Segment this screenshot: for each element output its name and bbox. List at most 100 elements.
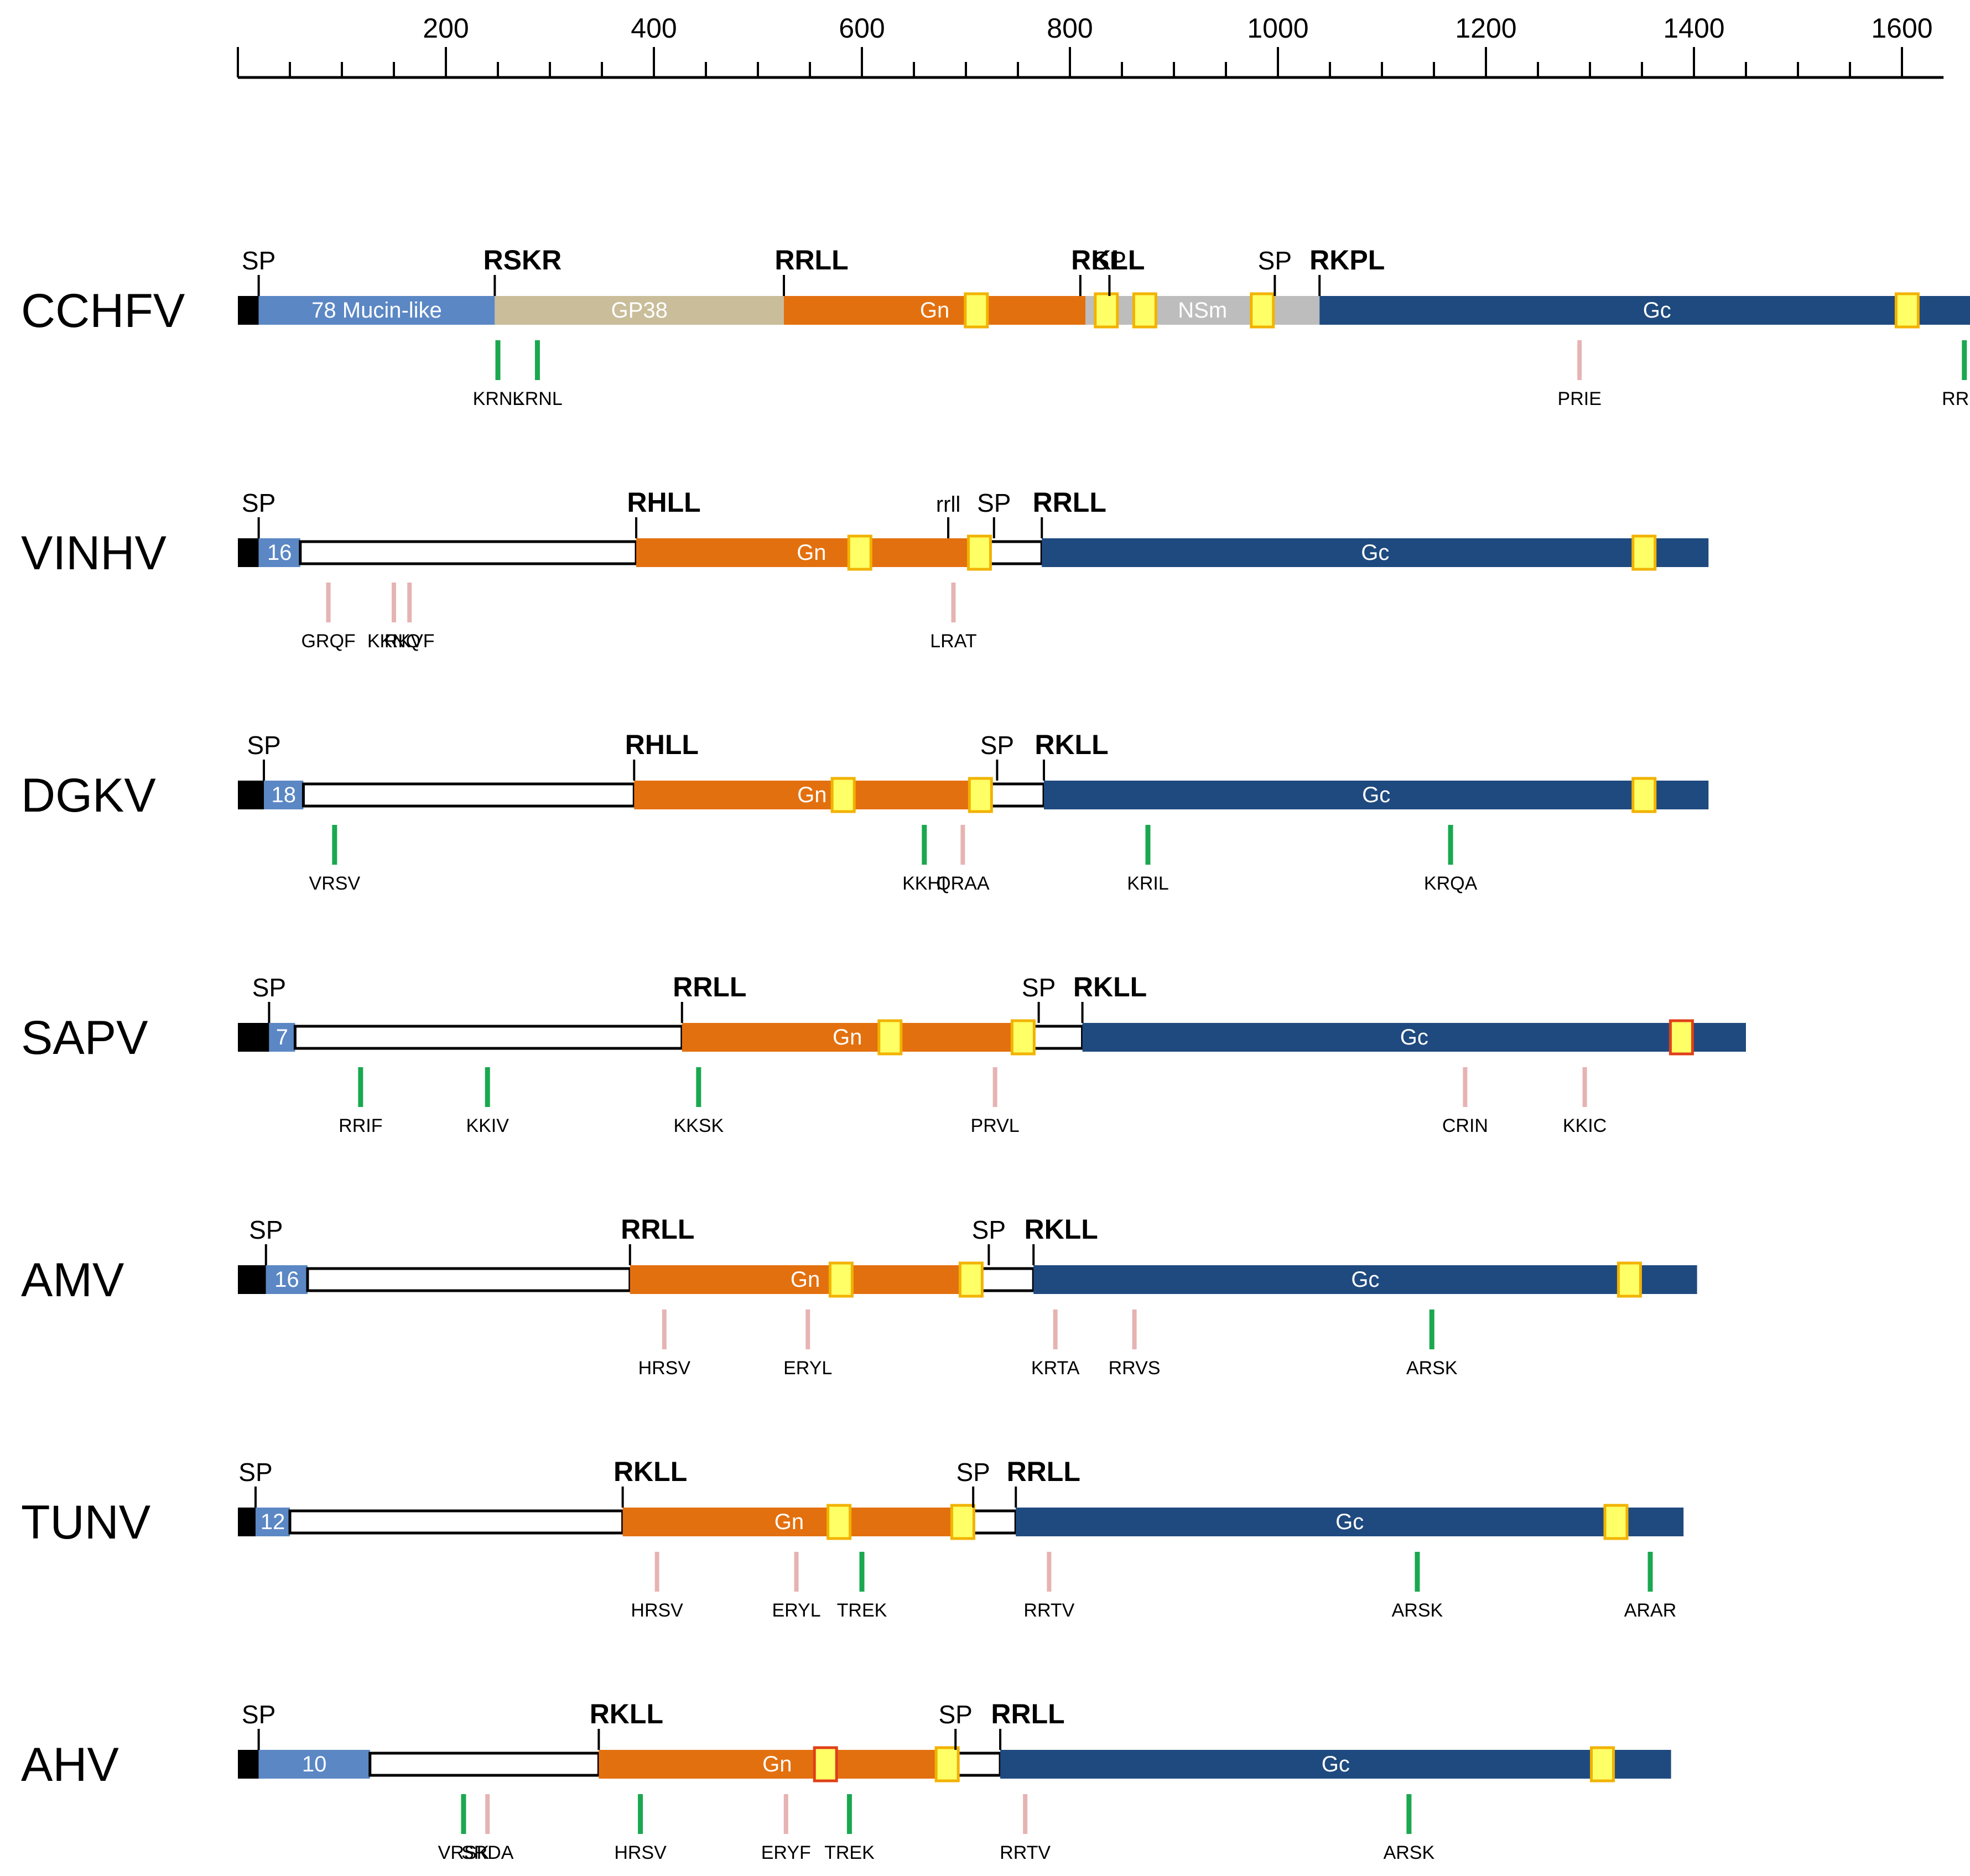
ruler-tick-label: 600 — [839, 13, 885, 44]
segment-box — [636, 538, 987, 567]
cleavage-site-label: SP — [956, 1458, 990, 1487]
cleavage-site-label: RRLL — [1033, 487, 1106, 518]
transmembrane-domain — [813, 1746, 838, 1783]
segment-empty — [368, 1752, 600, 1777]
transmembrane-domain — [966, 534, 992, 571]
transmembrane-domain — [1616, 1261, 1642, 1298]
segment-mucin: 16 — [258, 538, 300, 567]
cleavage-site-label: RKLL — [614, 1456, 687, 1487]
motif-label: ERYL — [783, 1358, 832, 1379]
transmembrane-domain — [1250, 292, 1275, 329]
segment-gc: Gc — [1000, 1750, 1671, 1779]
segment-sp_block — [238, 538, 259, 567]
motif-label: PRIE — [1558, 388, 1602, 409]
motif-label: KKHI — [902, 873, 946, 894]
transmembrane-domain — [1668, 1019, 1694, 1056]
segment-label: Gn — [791, 1267, 820, 1292]
motif-label: QRAA — [936, 873, 990, 894]
segment-sp_block — [238, 1750, 259, 1779]
segment-box — [1042, 538, 1709, 567]
segment-box — [1319, 296, 1970, 325]
transmembrane-domain — [1590, 1746, 1615, 1783]
transmembrane-domain — [1631, 777, 1657, 813]
segment-empty — [306, 1267, 632, 1292]
motif-label: VRSV — [309, 873, 361, 894]
segment-box — [238, 1508, 256, 1536]
segment-label: 16 — [267, 541, 292, 565]
scale-ruler: 200 400 600 800 1000 1200 1400 1600 — [237, 13, 1944, 79]
segment-sp_block — [238, 1508, 256, 1536]
segment-gn: Gn — [636, 538, 987, 567]
segment-empty — [288, 1509, 625, 1535]
segment-linker-box — [985, 540, 1043, 565]
segment-box — [784, 296, 1086, 325]
virus-row-amv: AMV 16 Gn Gc SP RRLL SP RKLL HRSV ERYL KRTA RRVS ARS… — [21, 1214, 1697, 1379]
cleavage-site-label: SP — [238, 1458, 272, 1487]
cleavage-site-label: SP — [242, 1700, 276, 1729]
cleavage-site-label: RKLL — [1025, 1214, 1098, 1245]
transmembrane-domain — [830, 777, 856, 813]
cleavage-site-label: SP — [1258, 246, 1292, 275]
transmembrane-domain — [968, 777, 993, 813]
motif-label: RRIF — [339, 1115, 382, 1136]
segment-box — [238, 1750, 259, 1779]
segment-sp_block — [238, 781, 264, 809]
segment-label: 78 Mucin-like — [311, 298, 442, 323]
motif-label: RRTV — [1000, 1842, 1051, 1863]
segment-box — [1044, 781, 1709, 809]
cleavage-site-label: SP — [249, 1215, 283, 1244]
segment-empty — [302, 782, 636, 808]
transmembrane-domain — [964, 292, 989, 329]
motif-label: ARSK — [1384, 1842, 1435, 1863]
cleavage-site-label: SP — [1093, 246, 1126, 275]
motif-label: KRIL — [1127, 873, 1169, 894]
virus-name: SAPV — [21, 1011, 148, 1064]
transmembrane-domain — [828, 1261, 854, 1298]
segment-linker-box — [306, 1267, 632, 1292]
virus-row-tunv: TUNV 12 Gn Gc SP RKLL SP RRLL HRSV ERYL TREK RRTV AR… — [21, 1456, 1684, 1621]
cleavage-site-label: RKLL — [1071, 245, 1145, 276]
ruler-tick-label: 1200 — [1455, 13, 1516, 44]
virus-name: VINHV — [21, 527, 167, 580]
virus-row-cchfv: CCHFV 78 Mucin-like GP38 Gn NSm Gc SP RSKR RRLL R… — [21, 245, 1970, 409]
segment-label: GP38 — [611, 298, 668, 323]
segment-box — [238, 1265, 266, 1294]
virus-name: TUNV — [21, 1496, 150, 1549]
motif-label: HRSV — [614, 1842, 667, 1863]
segment-label: Gc — [1351, 1267, 1379, 1292]
cleavage-site-label: SP — [242, 489, 276, 517]
segment-gn: Gn — [599, 1750, 956, 1779]
motif-label: KKIC — [1563, 1115, 1607, 1136]
motif-label: HRSV — [631, 1600, 683, 1621]
segment-mucin: 78 Mucin-like — [258, 296, 495, 325]
motif-label: RKVF — [384, 631, 435, 652]
segment-label: Gn — [920, 298, 949, 323]
motif-label: SRDA — [461, 1842, 514, 1863]
segment-empty — [954, 1752, 1002, 1777]
segment-linker-box — [979, 1267, 1035, 1292]
segment-box — [266, 1265, 308, 1294]
segment-label: Gn — [775, 1510, 804, 1534]
motif-label: PRVL — [971, 1115, 1020, 1136]
cleavage-site-label: SP — [977, 489, 1011, 517]
segment-sp_block — [238, 1265, 266, 1294]
segment-empty — [985, 540, 1043, 565]
segment-box — [238, 1023, 269, 1052]
ruler-tick-label: 1600 — [1871, 13, 1932, 44]
segment-linker-box — [288, 1509, 625, 1535]
segment-gn: Gn — [622, 1508, 956, 1536]
transmembrane-domain — [934, 1746, 960, 1783]
segment-label: 18 — [271, 783, 296, 807]
segment-mucin: 7 — [269, 1023, 295, 1052]
segment-box — [1033, 1265, 1697, 1294]
cleavage-site-label: RKLL — [1035, 729, 1108, 760]
segment-linker-box — [368, 1752, 600, 1777]
segment-label: Gn — [797, 783, 827, 807]
motif-label: LRAT — [930, 631, 976, 652]
segment-box — [238, 538, 259, 567]
virus-name: AMV — [21, 1254, 124, 1307]
motif-label: KKSK — [673, 1115, 724, 1136]
